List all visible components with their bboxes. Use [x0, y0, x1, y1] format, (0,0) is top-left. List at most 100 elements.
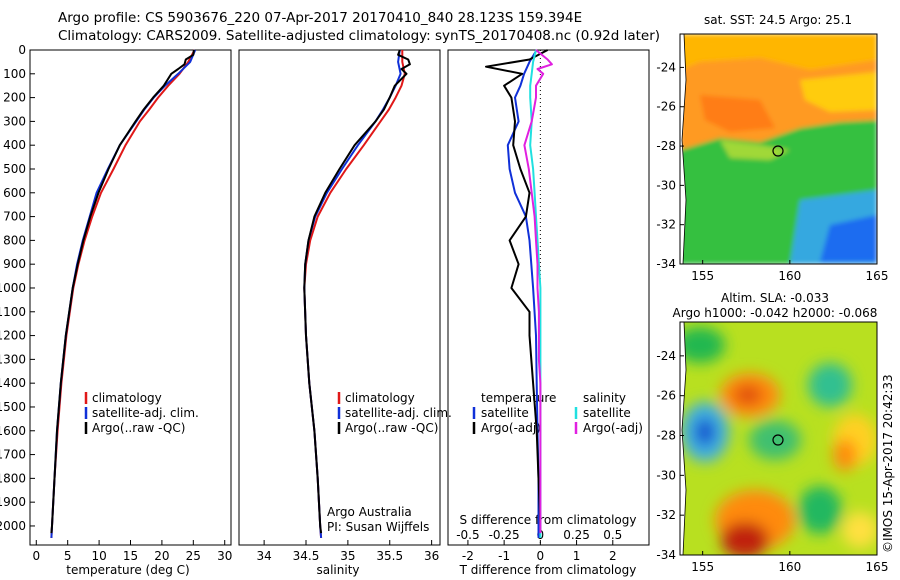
- difference-xtick-top-label: 0.5: [603, 528, 622, 542]
- depth-tick-label: 1200: [0, 329, 26, 343]
- sst-map-title: sat. SST: 24.5 Argo: 25.1: [704, 13, 852, 27]
- temperature-series-argo-raw-qc-: [50, 49, 195, 534]
- depth-tick-label: 500: [3, 162, 26, 176]
- difference-xtick-label: -2: [462, 549, 474, 563]
- depth-tick-label: 300: [3, 114, 26, 128]
- sla-map-xtick-label: 165: [866, 560, 889, 574]
- imos-timestamp: ©IMOS 15-Apr-2017 20:42:33: [881, 374, 895, 553]
- sla-blob-green-center: [749, 420, 801, 460]
- temperature-legend: climatology satellite-adj. clim. Argo(..…: [84, 391, 199, 435]
- sst-region-yellow-east: [800, 72, 877, 112]
- legend-satellite-label: satellite-adj. clim.: [345, 406, 452, 420]
- credit-line-2: PI: Susan Wijffels: [327, 520, 429, 534]
- sst-coastline: [680, 34, 687, 264]
- legend-salinity-heading: salinity: [583, 391, 626, 405]
- depth-tick-label: 1700: [0, 448, 26, 462]
- depth-tick-label: 1600: [0, 424, 26, 438]
- sla-map-ytick-label: -32: [656, 508, 676, 522]
- depth-tick-label: 1800: [0, 471, 26, 485]
- temperature-xtick-label: 20: [154, 549, 169, 563]
- depth-tick-label: 1300: [0, 352, 26, 366]
- sla-blob-green-south: [798, 486, 842, 534]
- depth-tick-label: 1500: [0, 400, 26, 414]
- salinity-series-satellite-adj-clim-: [303, 49, 402, 538]
- depth-tick-label: 2000: [0, 519, 26, 533]
- legend-temp-argo-label: Argo(-adj): [481, 421, 541, 435]
- sst-map-ytick-label: -32: [656, 218, 676, 232]
- depth-tick-label: 1100: [0, 305, 26, 319]
- legend-temp-satellite-label: satellite: [481, 406, 529, 420]
- difference-xtick-label: -1: [498, 549, 510, 563]
- depth-tick-label: 600: [3, 186, 26, 200]
- difference-xtick-label: 2: [609, 549, 617, 563]
- sla-blob-red-north: [734, 385, 762, 405]
- salinity-xtick-label: 34: [256, 549, 271, 563]
- sst-map-xtick-label: 160: [778, 269, 801, 283]
- sst-map-xtick-label: 165: [866, 269, 889, 283]
- salinity-xtick-label: 35: [340, 549, 355, 563]
- difference-series-salinity-argo-adj-: [523, 49, 553, 534]
- difference-xtick-top-label: -0.5: [456, 528, 479, 542]
- difference-legend: temperature satellite Argo(-adj) salinit…: [472, 391, 643, 435]
- sla-coastline: [680, 322, 687, 555]
- temperature-xtick-label: 25: [186, 549, 201, 563]
- temperature-xtick-label: 0: [32, 549, 40, 563]
- sst-map: [680, 34, 877, 264]
- sla-blob-green-nw: [680, 327, 725, 363]
- legend-satellite-label: satellite-adj. clim.: [92, 406, 199, 420]
- sla-map-ytick-label: -24: [656, 349, 676, 363]
- legend-climatology-label: climatology: [345, 391, 415, 405]
- legend-argo-label: Argo(..raw -QC): [345, 421, 438, 435]
- depth-tick-label: 0: [18, 43, 26, 57]
- depth-tick-label: 100: [3, 67, 26, 81]
- difference-xtick-label: 1: [573, 549, 581, 563]
- temperature-series-climatology: [50, 49, 196, 538]
- sla-argo-position-marker: [772, 434, 784, 446]
- depth-tick-label: 900: [3, 257, 26, 271]
- legend-sal-argo-label: Argo(-adj): [583, 421, 643, 435]
- temperature-panel-frame: [29, 49, 232, 546]
- temperature-xlabel: temperature (deg C): [66, 563, 189, 577]
- difference-series-temperature-argo-adj-: [485, 49, 549, 534]
- temperature-xtick-label: 30: [217, 549, 232, 563]
- salinity-panel-frame: [238, 49, 441, 546]
- sla-blob-orange-east: [833, 439, 857, 471]
- sst-region-orange-west: [700, 95, 775, 132]
- depth-tick-label: 1900: [0, 495, 26, 509]
- sla-map-xtick-label: 160: [778, 560, 801, 574]
- sst-map-ytick-label: -34: [656, 257, 676, 271]
- legend-climatology-label: climatology: [92, 391, 162, 405]
- legend-temperature-heading: temperature: [481, 391, 556, 405]
- difference-xlabel-top: S difference from climatology: [460, 513, 637, 527]
- salinity-xtick-label: 34.5: [293, 549, 320, 563]
- sst-map-ytick-label: -28: [656, 139, 676, 153]
- sla-map-title: Altim. SLA: -0.033: [721, 291, 829, 305]
- salinity-xtick-label: 35.5: [376, 549, 403, 563]
- depth-tick-label: 1000: [0, 281, 26, 295]
- sst-region-blue-south: [820, 215, 877, 262]
- difference-xtick-top-label: -0.25: [489, 528, 520, 542]
- sla-map: [680, 322, 877, 555]
- sst-map-xtick-label: 155: [691, 269, 714, 283]
- salinity-xlabel: salinity: [316, 563, 359, 577]
- sla-blob-red-south: [721, 522, 769, 555]
- difference-panel-frame: [447, 49, 650, 546]
- credit-line-1: Argo Australia: [327, 505, 412, 519]
- sst-region-lightgreen: [720, 140, 790, 160]
- sla-map-ytick-label: -28: [656, 429, 676, 443]
- sla-map-xtick-label: 155: [691, 560, 714, 574]
- header-line-2: Climatology: CARS2009. Satellite-adjuste…: [58, 28, 661, 44]
- sla-map-ytick-label: -26: [656, 389, 676, 403]
- sst-region-yellow-north: [680, 34, 877, 70]
- sst-map-ytick-label: -26: [656, 100, 676, 114]
- sla-map-subtitle: Argo h1000: -0.042 h2000: -0.068: [673, 306, 878, 320]
- sst-argo-position-marker: [772, 145, 784, 157]
- sla-blob-teal-ne: [808, 363, 852, 407]
- difference-xtick-label: 0: [537, 549, 545, 563]
- sst-map-ytick-label: -30: [656, 178, 676, 192]
- difference-xtick-top-label: 0.25: [563, 528, 590, 542]
- depth-tick-label: 200: [3, 91, 26, 105]
- sla-map-frame: [679, 321, 878, 556]
